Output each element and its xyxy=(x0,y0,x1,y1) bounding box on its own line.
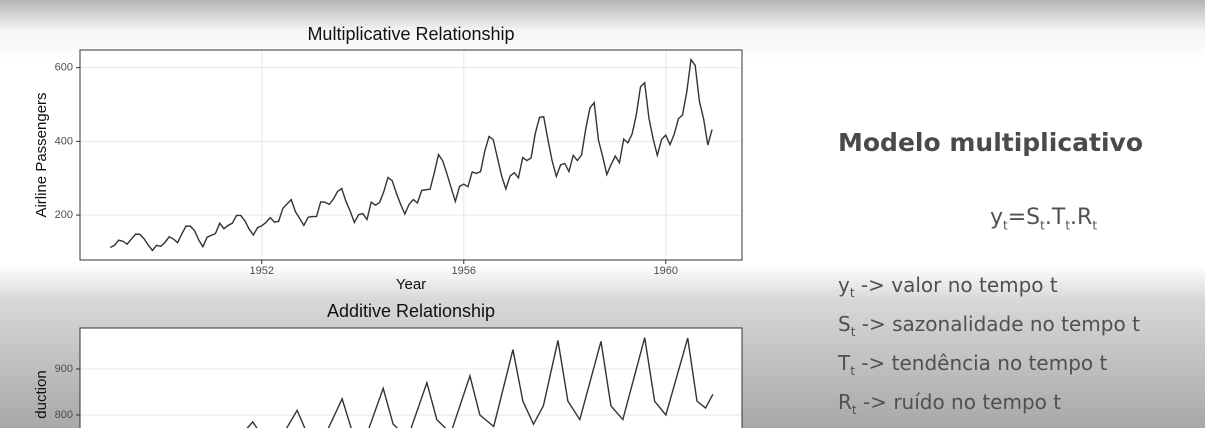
definition-symbol: S xyxy=(838,312,851,336)
y-axis-label: duction xyxy=(33,370,50,418)
plot-border xyxy=(79,49,743,261)
y-tick-label: 400 xyxy=(55,135,73,147)
definitions: yt -> valor no tempo t St -> sazonalidade… xyxy=(838,270,1140,426)
definition-text: -> tendência no tempo t xyxy=(854,351,1108,375)
x-tick-label: 1960 xyxy=(654,265,678,277)
heading: Modelo multiplicativo xyxy=(838,128,1144,157)
definition-text: -> valor no tempo t xyxy=(854,273,1058,297)
definition-text: -> ruído no tempo t xyxy=(856,390,1062,414)
definition-subscript: t xyxy=(849,286,855,300)
y-tick-label: 200 xyxy=(55,209,73,221)
x-axis-label: Year xyxy=(396,276,426,293)
definition-symbol: T xyxy=(838,351,851,375)
definition: Tt -> tendência no tempo t xyxy=(838,348,1140,387)
data-line xyxy=(109,57,713,252)
formula-subscript: t xyxy=(1065,218,1071,233)
definition-symbol: R xyxy=(838,390,852,414)
formula-term: .T xyxy=(1044,205,1066,230)
formula: yt=St.Tt.Rt xyxy=(990,205,1097,232)
x-tick-label: 1956 xyxy=(452,265,476,277)
definition-symbol: y xyxy=(838,273,850,297)
chart-title: Multiplicative Relationship xyxy=(307,24,514,44)
chart-title: Additive Relationship xyxy=(327,301,495,321)
definition: yt -> valor no tempo t xyxy=(838,270,1140,309)
y-axis-label: Airline Passengers xyxy=(33,92,50,217)
plot-panel xyxy=(80,328,742,428)
y-tick-label: 600 xyxy=(55,62,73,74)
plot-panel xyxy=(80,50,742,260)
formula-term: .R xyxy=(1070,205,1093,230)
y-tick-label: 900 xyxy=(55,363,73,375)
definition: St -> sazonalidade no tempo t xyxy=(838,309,1140,348)
x-tick-label: 1952 xyxy=(250,265,274,277)
formula-subscript: t xyxy=(1040,218,1045,233)
formula-term: y xyxy=(990,205,1004,230)
definition-subscript: t xyxy=(851,403,857,417)
data-line xyxy=(246,337,714,428)
definition-subscript: t xyxy=(850,364,855,378)
formula-term: =S xyxy=(1007,205,1041,230)
definition-subscript: t xyxy=(850,325,856,339)
formula-subscript: t xyxy=(1003,218,1008,233)
definition-text: -> sazonalidade no tempo t xyxy=(855,312,1140,336)
formula-subscript: t xyxy=(1092,218,1098,233)
plot-border xyxy=(79,327,743,428)
y-tick-label: 800 xyxy=(55,409,73,421)
definition: Rt -> ruído no tempo t xyxy=(838,387,1140,426)
